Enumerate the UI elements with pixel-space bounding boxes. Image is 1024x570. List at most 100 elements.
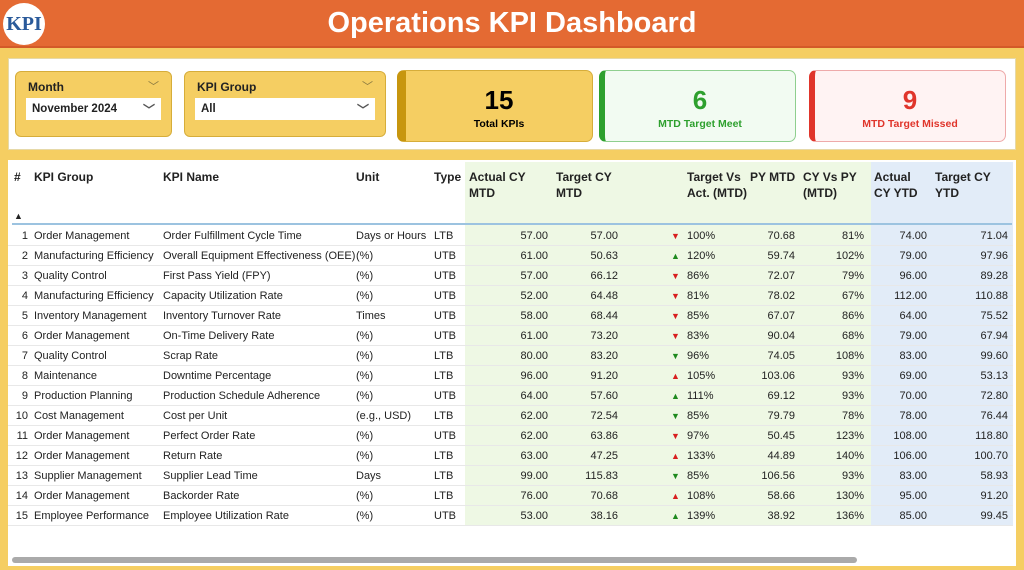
chevron-down-icon[interactable]: ﹀ xyxy=(148,81,159,93)
cell-actual-cy-ytd: 79.00 xyxy=(899,250,927,262)
table-row[interactable]: 2 Manufacturing Efficiency Overall Equipme… xyxy=(8,246,1013,266)
table-row[interactable]: 3 Quality Control First Pass Yield (FPY) (%… xyxy=(8,266,1013,286)
cell-type: LTB xyxy=(434,470,454,482)
col-header-py-mtd[interactable]: PY MTD xyxy=(750,170,796,184)
target-missed-card: 9 MTD Target Missed xyxy=(809,70,1006,142)
col-header-target-cy-ytd[interactable]: Target CY YTD xyxy=(935,170,991,200)
chevron-down-icon[interactable]: ﹀ xyxy=(362,81,373,93)
cell-number: 12 xyxy=(15,450,28,462)
month-slicer: Month ﹀ November 2024 ﹀ xyxy=(15,71,172,137)
col-header-number[interactable]: # xyxy=(14,170,21,184)
col-header-target-vs-act[interactable]: Target Vs Act. (MTD) xyxy=(687,170,747,200)
cell-unit: (%) xyxy=(356,370,374,382)
cell-unit: (e.g., USD) xyxy=(356,410,412,422)
cell-py-mtd: 78.02 xyxy=(767,290,795,302)
cell-kpi-group: Order Management xyxy=(34,330,130,342)
table-row[interactable]: 10 Cost Management Cost per Unit (e.g., USD… xyxy=(8,406,1013,426)
cell-py-mtd: 72.07 xyxy=(767,270,795,282)
cell-actual-cy-ytd: 83.00 xyxy=(899,470,927,482)
cell-target-cy-mtd: 47.25 xyxy=(590,450,618,462)
cell-target-cy-ytd: 76.44 xyxy=(980,410,1008,422)
col-header-kpi-group[interactable]: KPI Group xyxy=(34,170,94,184)
table-row[interactable]: 4 Manufacturing Efficiency Capacity Utiliz… xyxy=(8,286,1013,306)
month-value: November 2024 xyxy=(32,103,118,115)
col-header-target-cy-mtd[interactable]: Target CY MTD xyxy=(556,170,612,200)
cell-kpi-name: Return Rate xyxy=(163,450,223,462)
col-header-kpi-name[interactable]: KPI Name xyxy=(163,170,220,184)
cell-unit: Days xyxy=(356,470,382,482)
table-row[interactable]: 12 Order Management Return Rate (%) LTB 63.00… xyxy=(8,446,1013,466)
col-header-actual-cy-ytd[interactable]: Actual CY YTD xyxy=(874,170,918,200)
table-row[interactable]: 15 Employee Performance Employee Utilizati… xyxy=(8,506,1013,526)
cell-unit: (%) xyxy=(356,430,374,442)
cell-target-cy-ytd: 100.70 xyxy=(974,450,1008,462)
col-header-unit[interactable]: Unit xyxy=(356,170,380,184)
table-row[interactable]: 5 Inventory Management Inventory Turnover … xyxy=(8,306,1013,326)
cell-kpi-group: Production Planning xyxy=(34,390,133,402)
table-row[interactable]: 11 Order Management Perfect Order Rate (%) U… xyxy=(8,426,1013,446)
cell-type: UTB xyxy=(434,330,456,342)
cell-target-vs-act: 81% xyxy=(687,290,710,302)
table-row[interactable]: 13 Supplier Management Supplier Lead Time D… xyxy=(8,466,1013,486)
table-row[interactable]: 1 Order Management Order Fulfillment Cycle… xyxy=(8,226,1013,246)
cell-py-mtd: 106.56 xyxy=(761,470,795,482)
cell-target-cy-ytd: 58.93 xyxy=(980,470,1008,482)
cell-target-cy-ytd: 99.60 xyxy=(980,350,1008,362)
cell-target-vs-act: 83% xyxy=(687,330,710,342)
cell-target-cy-ytd: 71.04 xyxy=(980,230,1008,242)
cell-number: 3 xyxy=(21,270,28,282)
triangle-up-icon: ▲ xyxy=(671,491,680,501)
cell-type: LTB xyxy=(434,370,454,382)
cell-actual-cy-ytd: 69.00 xyxy=(899,370,927,382)
cell-actual-cy-mtd: 96.00 xyxy=(520,370,548,382)
cell-target-cy-mtd: 57.00 xyxy=(590,230,618,242)
header-bar: KPI Operations KPI Dashboard xyxy=(0,0,1024,48)
cell-number: 8 xyxy=(21,370,28,382)
table-row[interactable]: 9 Production Planning Production Schedule … xyxy=(8,386,1013,406)
kpi-group-slicer: KPI Group ﹀ All ﹀ xyxy=(184,71,386,137)
cell-target-cy-ytd: 72.80 xyxy=(980,390,1008,402)
cell-type: LTB xyxy=(434,450,454,462)
cell-target-cy-mtd: 66.12 xyxy=(590,270,618,282)
cell-cy-vs-py: 93% xyxy=(841,390,864,402)
cell-target-cy-ytd: 118.80 xyxy=(975,430,1008,442)
col-header-type[interactable]: Type xyxy=(434,170,462,184)
triangle-down-icon: ▼ xyxy=(671,331,680,341)
cell-kpi-name: Production Schedule Adherence xyxy=(163,390,321,402)
kpi-group-dropdown[interactable]: All ﹀ xyxy=(195,98,375,120)
cell-type: UTB xyxy=(434,430,456,442)
table-row[interactable]: 8 Maintenance Downtime Percentage (%) LTB 96.… xyxy=(8,366,1013,386)
triangle-up-icon: ▲ xyxy=(671,371,680,381)
table-row[interactable]: 7 Quality Control Scrap Rate (%) LTB 80.00 83.… xyxy=(8,346,1013,366)
cell-number: 4 xyxy=(21,290,28,302)
col-header-cy-vs-py[interactable]: CY Vs PY (MTD) xyxy=(803,170,857,200)
sort-asc-icon[interactable]: ▲ xyxy=(14,211,23,221)
cell-target-cy-ytd: 67.94 xyxy=(980,330,1008,342)
cell-actual-cy-mtd: 53.00 xyxy=(520,510,548,522)
cell-actual-cy-ytd: 96.00 xyxy=(899,270,927,282)
cell-kpi-group: Order Management xyxy=(34,230,130,242)
month-dropdown[interactable]: November 2024 ﹀ xyxy=(26,98,161,120)
triangle-down-icon: ▼ xyxy=(671,411,680,421)
triangle-down-icon: ▼ xyxy=(671,431,680,441)
triangle-up-icon: ▲ xyxy=(671,391,680,401)
cell-kpi-group: Cost Management xyxy=(34,410,124,422)
cell-target-cy-ytd: 97.96 xyxy=(980,250,1008,262)
cell-kpi-group: Quality Control xyxy=(34,270,107,282)
horizontal-scrollbar[interactable] xyxy=(12,557,857,563)
cell-target-cy-ytd: 75.52 xyxy=(980,310,1008,322)
cell-py-mtd: 44.89 xyxy=(767,450,795,462)
cell-actual-cy-mtd: 61.00 xyxy=(520,330,548,342)
cell-actual-cy-mtd: 58.00 xyxy=(520,310,548,322)
cell-cy-vs-py: 140% xyxy=(835,450,864,462)
table-row[interactable]: 6 Order Management On-Time Delivery Rate (%… xyxy=(8,326,1013,346)
table-row[interactable]: 14 Order Management Backorder Rate (%) LTB 76… xyxy=(8,486,1013,506)
cell-actual-cy-mtd: 63.00 xyxy=(520,450,548,462)
cell-unit: (%) xyxy=(356,270,374,282)
cell-number: 15 xyxy=(15,510,28,522)
cell-target-cy-mtd: 50.63 xyxy=(590,250,618,262)
col-header-actual-cy-mtd[interactable]: Actual CY MTD xyxy=(469,170,526,200)
cell-py-mtd: 38.92 xyxy=(767,510,795,522)
cell-number: 7 xyxy=(21,350,28,362)
cell-py-mtd: 74.05 xyxy=(767,350,795,362)
